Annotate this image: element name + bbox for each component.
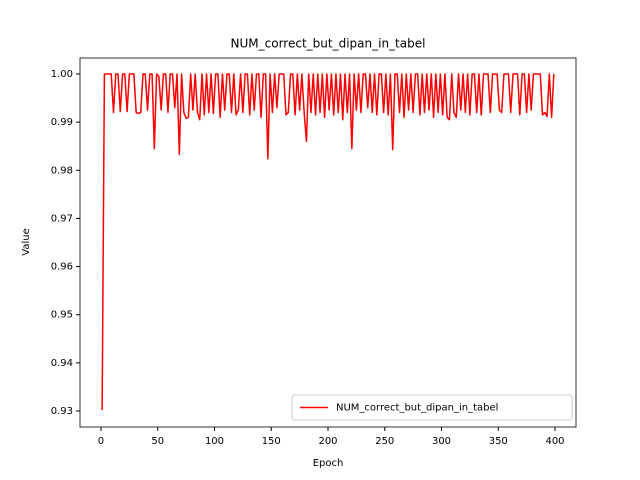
y-tick-label: 0.95: [51, 310, 73, 321]
y-tick-label: 0.99: [51, 117, 73, 128]
x-tick-label: 350: [489, 436, 508, 447]
y-tick-label: 0.97: [51, 213, 73, 224]
x-tick-label: 250: [375, 436, 394, 447]
data-line: [101, 73, 555, 411]
chart-title: NUM_correct_but_dipan_in_tabel: [231, 37, 426, 51]
x-tick-label: 100: [205, 436, 224, 447]
x-tick-label: 0: [98, 436, 104, 447]
y-tick-label: 0.98: [51, 165, 73, 176]
x-tick-label: 200: [318, 436, 337, 447]
y-tick-label: 0.94: [51, 358, 73, 369]
y-tick-label: 0.93: [51, 406, 73, 417]
x-tick-label: 150: [262, 436, 281, 447]
legend-box: [291, 394, 573, 421]
x-tick-label: 50: [151, 436, 164, 447]
x-axis-label: Epoch: [313, 458, 344, 469]
legend-label: NUM_correct_but_dipan_in_tabel: [336, 403, 498, 414]
y-tick-label: 1.00: [51, 69, 73, 80]
plot-frame: [79, 57, 577, 428]
x-tick-label: 300: [432, 436, 451, 447]
x-tick-label: 400: [545, 436, 564, 447]
y-tick-label: 0.96: [51, 262, 73, 273]
y-axis-label: Value: [21, 228, 32, 255]
